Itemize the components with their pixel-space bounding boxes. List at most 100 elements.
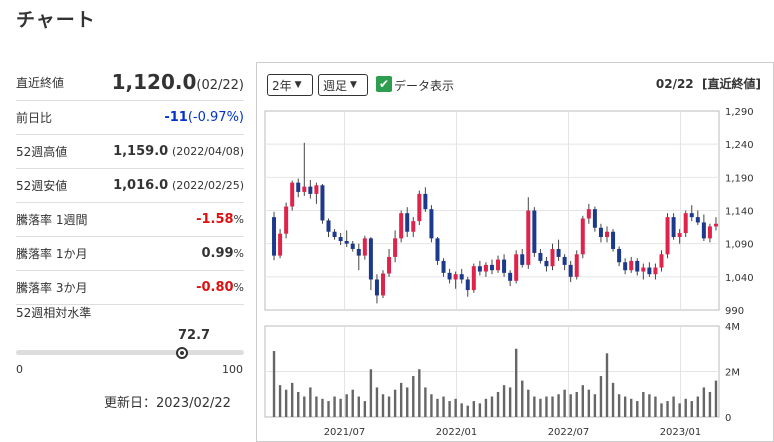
volume-bar	[551, 396, 554, 417]
candle-body	[387, 256, 392, 274]
candle-body	[544, 260, 549, 267]
candle-body	[635, 260, 640, 272]
candle-body	[381, 273, 385, 296]
candle-body	[574, 254, 579, 277]
return-3m-label: 騰落率 3か月	[16, 281, 88, 295]
volume-bar	[557, 394, 560, 417]
candle-body	[489, 264, 494, 271]
latest-close-label: 直近終値	[16, 75, 65, 90]
volume-bar	[436, 398, 439, 417]
volume-bar	[672, 396, 675, 417]
change-value: -11	[164, 110, 188, 125]
candle-body	[326, 220, 331, 232]
relative-level-min: 0	[16, 363, 23, 376]
latest-close-date: (02/22)	[196, 78, 244, 93]
candle-body	[562, 256, 567, 265]
low52-row: 52週安値 1,016.0 (2022/02/25)	[16, 169, 244, 203]
candle-body	[417, 193, 422, 222]
candle-body	[556, 248, 561, 257]
relative-level-max: 100	[222, 363, 243, 376]
volume-bar	[472, 401, 476, 417]
interval-select[interactable]: 週足 ▼	[318, 74, 368, 96]
volume-bar	[278, 385, 282, 417]
volume-bar	[448, 401, 451, 417]
volume-bar	[327, 401, 330, 417]
chevron-down-icon: ▼	[350, 80, 357, 90]
period-select[interactable]: 2年 ▼	[267, 74, 313, 96]
candle-body	[683, 213, 688, 234]
volume-bar	[648, 394, 651, 417]
volume-bar	[412, 376, 415, 417]
volume-bar	[272, 351, 276, 417]
volume-bar	[527, 389, 530, 417]
price-tick-label: 1,290	[725, 107, 754, 118]
candle-body	[465, 279, 470, 291]
interval-select-value: 週足	[323, 78, 348, 93]
volume-bar	[466, 405, 469, 417]
candle-body	[605, 231, 609, 238]
volume-bar	[381, 394, 385, 417]
volume-bar	[290, 382, 294, 417]
chevron-down-icon: ▼	[294, 80, 302, 90]
high52-value: 1,159.0	[113, 144, 169, 159]
page-title: チャート	[16, 9, 96, 31]
return-3m-value: -0.80	[196, 280, 234, 295]
candle-body	[356, 248, 361, 256]
candle-body	[393, 238, 398, 257]
volume-tick-label: 0	[725, 413, 731, 424]
volume-bar	[587, 389, 591, 417]
price-tick-label: 1,240	[725, 140, 754, 151]
candle-body	[598, 227, 603, 238]
volume-bar	[369, 369, 373, 417]
summary-panel: 直近終値 1,120.0(02/22) 前日比 -11(-0.97%) 52週高…	[16, 64, 244, 305]
candle-body	[483, 264, 488, 272]
latest-close-row: 直近終値 1,120.0(02/22)	[16, 64, 244, 101]
volume-bar	[569, 394, 572, 417]
return-1m-label: 騰落率 1か月	[16, 247, 88, 261]
volume-bar	[593, 394, 597, 417]
data-display-label[interactable]: データ表示	[394, 79, 455, 93]
candle-body	[453, 274, 458, 280]
volume-bar	[284, 389, 288, 417]
x-tick-label: 2023/01	[660, 427, 702, 438]
relative-level-marker	[175, 347, 188, 359]
volume-bar	[418, 369, 421, 417]
change-label: 前日比	[16, 111, 53, 125]
candle-body	[272, 217, 277, 256]
return-1w-row: 騰落率 1週間 -1.58%	[16, 203, 244, 237]
volume-bar	[575, 391, 578, 417]
candle-body	[629, 260, 634, 271]
volume-bar	[605, 353, 609, 417]
candle-body	[713, 223, 718, 227]
price-tick-label: 1,090	[725, 240, 754, 251]
volume-bar	[502, 385, 506, 417]
volume-bar	[521, 380, 524, 417]
volume-bar	[630, 398, 633, 417]
volume-bar	[623, 396, 627, 417]
change-pct: (-0.97%)	[187, 110, 244, 125]
volume-bar	[545, 396, 548, 417]
volume-bar	[708, 391, 712, 417]
volume-bar	[393, 389, 397, 417]
volume-bar	[339, 398, 342, 417]
chart-basis: [直近終値]	[702, 77, 761, 91]
candle-body	[423, 193, 428, 210]
candle-body	[284, 206, 289, 234]
candle-body	[290, 182, 295, 207]
relative-level-label: 52週相対水準	[16, 306, 92, 320]
candle-body	[368, 238, 373, 280]
volume-bar	[406, 387, 409, 417]
candle-body	[659, 254, 664, 268]
candle-body	[332, 231, 337, 238]
volume-bar	[460, 403, 463, 417]
volume-bar	[478, 403, 482, 417]
data-display-checkbox[interactable]: ✔	[376, 76, 392, 92]
return-1w-label: 騰落率 1週間	[16, 213, 88, 227]
candle-body	[538, 252, 543, 261]
volume-bar	[484, 398, 488, 417]
candle-body	[677, 233, 682, 238]
volume-bar	[539, 398, 542, 417]
change-row: 前日比 -11(-0.97%)	[16, 101, 244, 135]
volume-bar	[508, 387, 512, 417]
candle-body	[592, 209, 597, 228]
